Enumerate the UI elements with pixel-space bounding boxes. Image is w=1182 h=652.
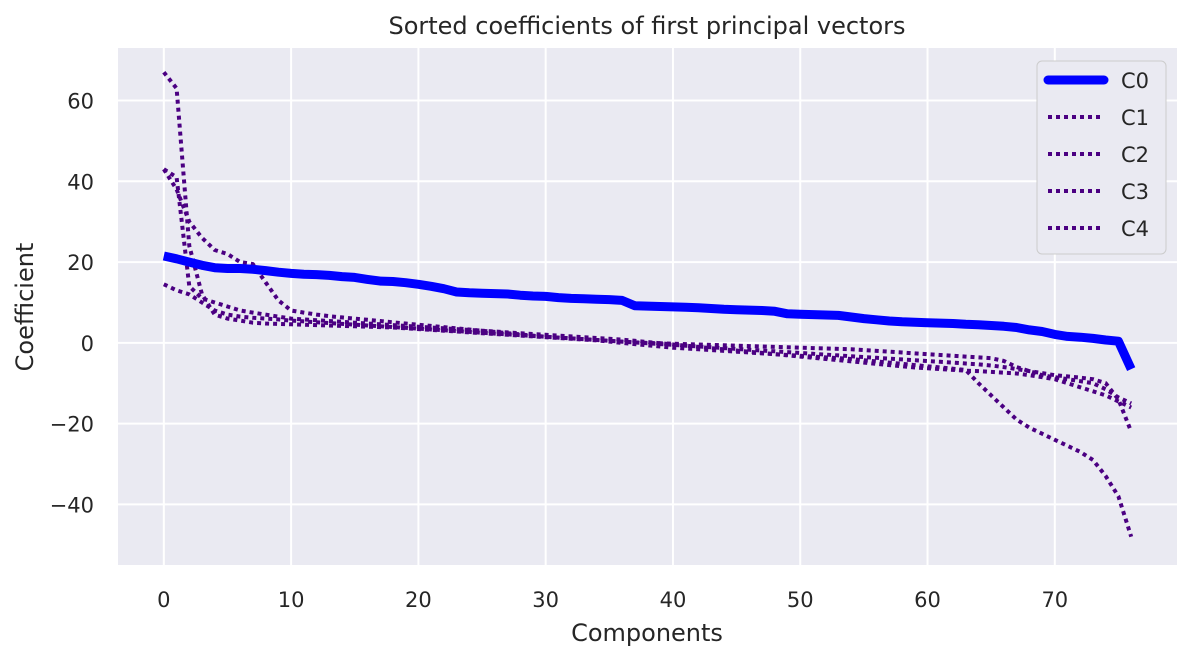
series-line-c0	[162, 251, 1136, 371]
x-tick-label: 50	[787, 588, 814, 612]
y-tick-label: 60	[67, 90, 94, 114]
y-tick-label: −40	[50, 493, 94, 517]
legend-label-c3: C3	[1121, 180, 1149, 204]
legend-label-c4: C4	[1121, 217, 1149, 241]
x-axis-title: Components	[571, 619, 723, 647]
series-line-c4	[162, 168, 1133, 406]
legend-label-c1: C1	[1121, 106, 1149, 130]
chart-title: Sorted coefficients of first principal v…	[388, 12, 905, 40]
x-tick-label: 10	[278, 588, 305, 612]
y-tick-label: 0	[81, 332, 94, 356]
legend-label-c0: C0	[1121, 69, 1149, 93]
x-tick-label: 40	[660, 588, 687, 612]
x-tick-label: 0	[157, 588, 170, 612]
y-tick-label: 20	[67, 251, 94, 275]
legend-box	[1036, 60, 1167, 255]
x-tick-label: 20	[405, 588, 432, 612]
series-line-c2	[162, 167, 1133, 410]
x-axis-ticks: 0 10 20 30 40 50 60 70	[157, 588, 1068, 612]
y-tick-label: −20	[50, 413, 94, 437]
y-axis-ticks: −40 −20 0 20 40 60	[50, 90, 94, 518]
x-tick-label: 60	[914, 588, 941, 612]
legend-label-c2: C2	[1121, 143, 1149, 167]
legend: C0 C1 C2 C3 C4	[1036, 60, 1167, 255]
series-line-c3	[162, 282, 1134, 433]
x-tick-label: 30	[532, 588, 559, 612]
y-axis-title: Coefficient	[11, 243, 39, 372]
y-tick-label: 40	[67, 170, 94, 194]
series-lines	[162, 70, 1136, 538]
x-tick-label: 70	[1041, 588, 1068, 612]
